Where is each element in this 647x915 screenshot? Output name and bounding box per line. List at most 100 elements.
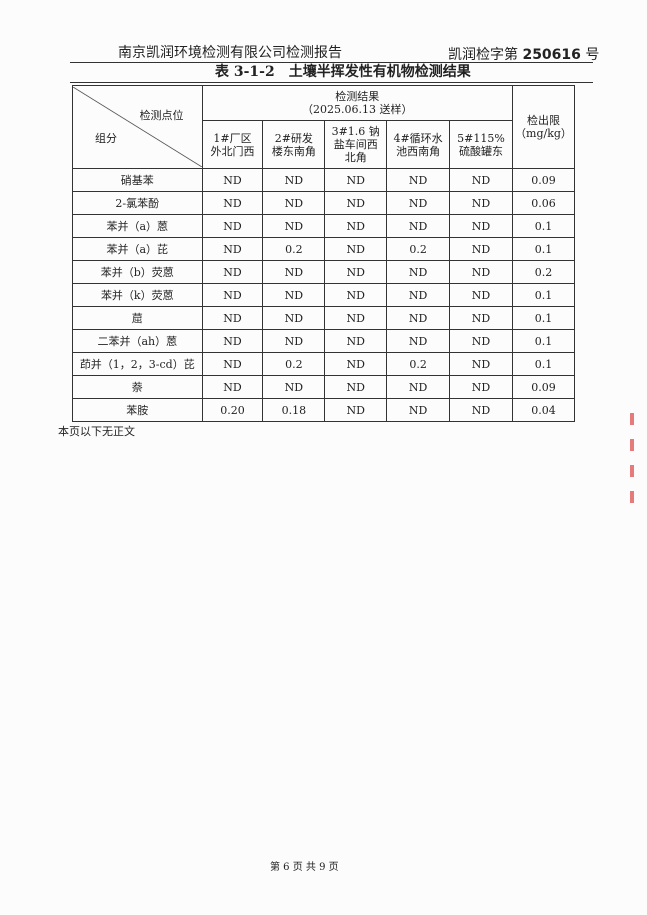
- result-cell: ND: [324, 398, 388, 422]
- compound-name: 苯胺: [72, 398, 203, 422]
- result-cell: ND: [386, 260, 450, 284]
- table-row: 硝基苯 ND ND ND ND ND 0.09: [72, 168, 576, 192]
- result-cell: ND: [262, 168, 326, 192]
- header-rule-2: [70, 82, 593, 83]
- limit-cell: 0.1: [511, 329, 576, 353]
- table-row: 2-氯苯酚 ND ND ND ND ND 0.06: [72, 191, 576, 215]
- limit-cell: 0.04: [511, 398, 576, 422]
- result-cell: ND: [449, 375, 513, 399]
- limit-cell: 0.1: [511, 214, 576, 238]
- result-cell: ND: [262, 191, 326, 215]
- limit-cell: 0.2: [511, 260, 576, 284]
- site-header: 3#1.6 钠盐车间西北角: [324, 120, 388, 169]
- limit-cell: 0.1: [511, 237, 576, 261]
- result-cell: ND: [262, 375, 326, 399]
- result-cell: ND: [201, 329, 264, 353]
- result-cell: ND: [324, 375, 388, 399]
- result-cell: ND: [324, 214, 388, 238]
- result-cell: ND: [201, 375, 264, 399]
- site-header: 2#研发楼东南角: [262, 120, 326, 169]
- result-cell: ND: [449, 260, 513, 284]
- report-suffix: 号: [585, 47, 600, 63]
- result-cell: 0.2: [262, 237, 326, 261]
- result-cell: ND: [201, 214, 264, 238]
- limit-cell: 0.06: [511, 191, 576, 215]
- corner-top: 检测点位: [139, 109, 184, 122]
- limit-cell: 0.09: [511, 168, 576, 192]
- limit-header: 检出限 （mg/kg）: [511, 85, 576, 169]
- result-cell: ND: [201, 191, 264, 215]
- result-cell: ND: [449, 283, 513, 307]
- result-cell: ND: [324, 352, 388, 376]
- compound-name: 硝基苯: [72, 168, 203, 192]
- result-cell: ND: [386, 191, 450, 215]
- end-note: 本页以下无正文: [58, 425, 135, 438]
- results-label: 检测结果: [335, 90, 380, 103]
- result-cell: ND: [262, 214, 326, 238]
- result-cell: ND: [449, 306, 513, 330]
- table-row: 萘 ND ND ND ND ND 0.09: [72, 375, 576, 399]
- result-cell: ND: [386, 168, 450, 192]
- corner-bottom: 组分: [95, 132, 117, 145]
- compound-name: 茚并（1，2，3-cd）芘: [72, 352, 203, 376]
- site-header: 1#厂区外北门西: [201, 120, 264, 169]
- corner-cell: 检测点位组分: [72, 85, 203, 169]
- compound-name: 䓛: [72, 306, 203, 330]
- result-cell: ND: [201, 306, 264, 330]
- report-prefix: 凯润检字第: [448, 47, 518, 63]
- result-cell: ND: [324, 329, 388, 353]
- limit-cell: 0.1: [511, 306, 576, 330]
- table-row: 䓛 ND ND ND ND ND 0.1: [72, 306, 576, 330]
- table-row: 苯并（a）蒽 ND ND ND ND ND 0.1: [72, 214, 576, 238]
- result-cell: ND: [449, 352, 513, 376]
- report-no: 250616: [522, 47, 581, 63]
- result-cell: ND: [449, 214, 513, 238]
- result-cell: ND: [262, 306, 326, 330]
- result-cell: ND: [324, 283, 388, 307]
- result-cell: ND: [324, 260, 388, 284]
- seal-fragment: [628, 405, 636, 525]
- result-cell: ND: [449, 191, 513, 215]
- result-cell: 0.2: [386, 237, 450, 261]
- limit-label: 检出限: [526, 114, 560, 127]
- result-cell: 0.2: [386, 352, 450, 376]
- compound-name: 2-氯苯酚: [72, 191, 203, 215]
- header-rule: [70, 62, 593, 63]
- result-cell: ND: [201, 237, 264, 261]
- table-row: 苯胺 0.20 0.18 ND ND ND 0.04: [72, 398, 576, 422]
- compound-name: 苯并（a）蒽: [72, 214, 203, 238]
- result-cell: ND: [262, 260, 326, 284]
- result-cell: ND: [386, 375, 450, 399]
- result-cell: ND: [324, 191, 388, 215]
- results-header: 检测结果 （2025.06.13 送样）: [201, 85, 513, 121]
- compound-name: 苯并（k）荧蒽: [72, 283, 203, 307]
- result-cell: ND: [201, 283, 264, 307]
- compound-name: 苯并（b）荧蒽: [72, 260, 203, 284]
- limit-cell: 0.1: [511, 352, 576, 376]
- result-cell: ND: [324, 306, 388, 330]
- result-cell: ND: [386, 306, 450, 330]
- compound-name: 萘: [72, 375, 203, 399]
- result-cell: 0.18: [262, 398, 326, 422]
- result-cell: ND: [324, 168, 388, 192]
- results-date: （2025.06.13 送样）: [302, 103, 413, 116]
- table-row: 苯并（b）荧蒽 ND ND ND ND ND 0.2: [72, 260, 576, 284]
- compound-name: 苯并（a）芘: [72, 237, 203, 261]
- result-cell: ND: [201, 352, 264, 376]
- site-header: 4#循环水池西南角: [386, 120, 450, 169]
- result-cell: ND: [324, 237, 388, 261]
- limit-cell: 0.09: [511, 375, 576, 399]
- result-cell: ND: [386, 329, 450, 353]
- result-cell: ND: [449, 237, 513, 261]
- company-header: 南京凯润环境检测有限公司检测报告: [118, 45, 342, 61]
- results-table: 检测点位组分 检测结果 （2025.06.13 送样） 检出限 （mg/kg） 1#…: [72, 85, 576, 422]
- table-row: 苯并（k）荧蒽 ND ND ND ND ND 0.1: [72, 283, 576, 307]
- limit-unit: （mg/kg）: [515, 127, 572, 140]
- result-cell: ND: [449, 329, 513, 353]
- result-cell: 0.2: [262, 352, 326, 376]
- site-header: 5#115%硫酸罐东: [449, 120, 513, 169]
- report-number: 凯润检字第 250616 号: [448, 44, 599, 64]
- table-row: 苯并（a）芘 ND 0.2 ND 0.2 ND 0.1: [72, 237, 576, 261]
- table-title: 表 3-1-2 土壤半挥发性有机物检测结果: [215, 64, 471, 80]
